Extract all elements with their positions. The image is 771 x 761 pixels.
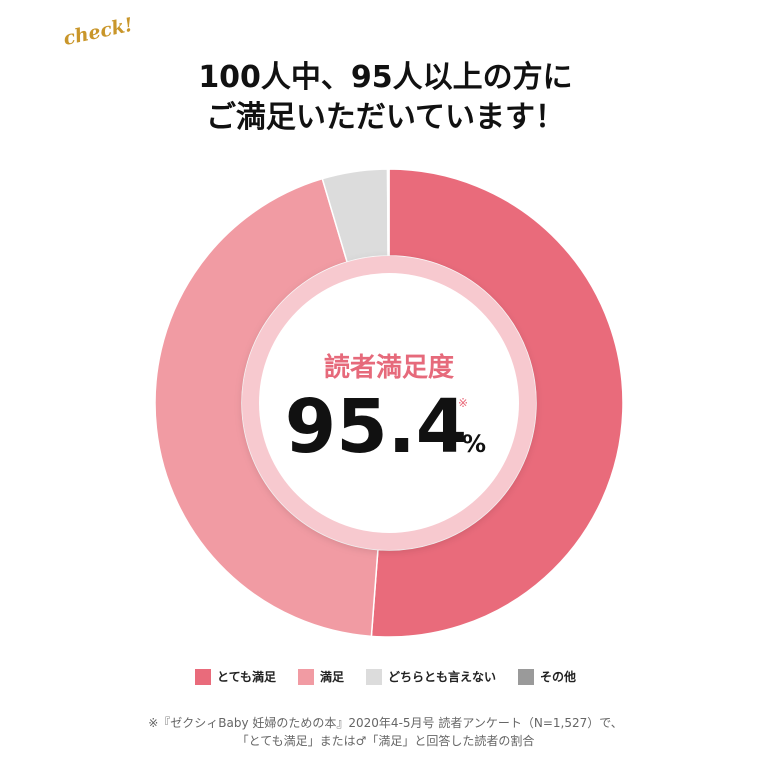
headline-line-2: ご満足いただいています！	[205, 100, 566, 135]
headline: 100人中、95人以上の方に ご満足いただいています！	[0, 58, 771, 138]
legend-item-2: どちらとも言えない	[366, 668, 496, 685]
satisfaction-unit: %	[462, 430, 486, 458]
headline-line-1: 100人中、95人以上の方に	[198, 60, 573, 95]
legend-swatch	[194, 668, 211, 685]
legend-swatch	[366, 668, 383, 685]
note-mark: ※	[458, 396, 468, 410]
legend-label: どちらとも言えない	[388, 670, 497, 684]
satisfaction-label: 読者満足度	[324, 352, 454, 383]
legend-item-0: とても満足	[194, 668, 276, 685]
legend-label: とても満足	[216, 670, 276, 684]
center-disc	[259, 273, 519, 533]
legend-label: その他	[540, 670, 577, 684]
legend-item-3: その他	[518, 668, 576, 685]
chart-legend: とても満足 満足 どちらとも言えない その他	[0, 668, 771, 685]
legend-label: 満足	[320, 670, 345, 684]
footnote: ※『ゼクシィBaby 妊婦のための本』2020年4-5月号 読者アンケート（N=…	[0, 714, 771, 750]
footnote-line-2: 「とても満足」または♂「満足」と回答した読者の割合	[236, 734, 535, 748]
legend-item-1: 満足	[298, 668, 344, 685]
footnote-line-1: ※『ゼクシィBaby 妊婦のための本』2020年4-5月号 読者アンケート（N=…	[148, 716, 623, 730]
satisfaction-value: 95.4	[285, 384, 468, 470]
slice-3	[386, 168, 390, 257]
legend-swatch	[518, 668, 535, 685]
legend-swatch	[298, 668, 314, 685]
